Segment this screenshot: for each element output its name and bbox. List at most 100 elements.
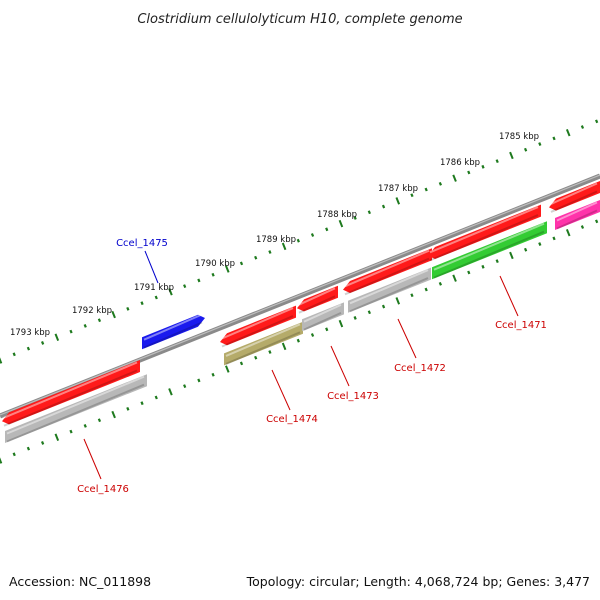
inner-tick — [410, 293, 414, 298]
inner-tick — [552, 236, 556, 241]
inner-tick — [381, 304, 386, 309]
inner-tick-track — [0, 219, 599, 464]
tick-label-1792: 1792 kbp — [72, 306, 112, 316]
inner-tick — [126, 406, 130, 411]
outer-tick — [239, 261, 244, 266]
inner-tick — [41, 441, 45, 445]
inner-tick — [239, 361, 244, 366]
outer-tick — [595, 119, 599, 124]
outer-tick — [523, 147, 528, 152]
gene-ccel-1476-grey[interactable] — [5, 374, 147, 443]
outer-tick — [509, 151, 514, 160]
outer-tick — [268, 250, 272, 254]
outer-tick — [168, 288, 173, 296]
genome-backbone — [0, 173, 600, 419]
tick-labels: 1785 kbp 1786 kbp 1787 kbp 1788 kbp 1789… — [10, 132, 539, 338]
tick-label-1788: 1788 kbp — [317, 210, 357, 220]
tick-label-1789: 1789 kbp — [256, 235, 296, 245]
outer-tick — [140, 301, 144, 306]
gene-label-ccel-1474[interactable]: Ccel_1474 — [266, 414, 318, 425]
tick-label-1786: 1786 kbp — [440, 158, 480, 168]
inner-tick — [168, 388, 173, 396]
outer-tick — [54, 333, 60, 341]
outer-tick — [580, 125, 585, 129]
gene-ccel-1475-blue[interactable] — [142, 313, 205, 350]
accession-text: Accession: NC_011898 — [9, 574, 151, 589]
inner-tick — [154, 395, 158, 400]
inner-tick — [395, 297, 401, 305]
outer-tick — [183, 284, 187, 289]
outer-tick — [467, 170, 471, 175]
inner-tick — [424, 287, 428, 292]
outer-tick — [495, 159, 499, 164]
inner-tick — [225, 365, 230, 373]
topology-text: Topology: circular; Length: 4,068,724 bp… — [246, 574, 590, 589]
gene-label-ccel-1472[interactable]: Ccel_1472 — [394, 363, 446, 374]
inner-tick — [467, 270, 471, 275]
gene-ccel-1474-olive[interactable] — [224, 321, 303, 366]
map-title: Clostridium cellulolyticum H10, complete… — [137, 12, 462, 27]
inner-tick — [268, 350, 272, 354]
inner-tick — [111, 410, 116, 419]
label-leaders — [83, 250, 519, 480]
inner-tick — [438, 281, 442, 286]
gene-label-ccel-1473[interactable]: Ccel_1473 — [327, 391, 379, 402]
inner-tick — [54, 433, 60, 441]
inner-tick — [26, 446, 31, 451]
outer-tick — [211, 272, 215, 277]
outer-tick — [565, 128, 571, 137]
tick-label-1791: 1791 kbp — [134, 283, 174, 293]
outer-tick — [338, 219, 344, 228]
gene-label-ccel-1475[interactable]: Ccel_1475 — [116, 238, 168, 249]
outer-tick — [111, 310, 116, 319]
outer-tick — [452, 174, 457, 182]
gene-ccel-1473-red[interactable] — [297, 285, 338, 314]
gene-label-ccel-1476[interactable]: Ccel_1476 — [77, 484, 129, 495]
inner-tick — [509, 251, 514, 260]
inner-tick — [12, 452, 16, 457]
outer-tick — [296, 238, 300, 243]
outer-tick — [481, 164, 485, 169]
gene-ccel-1474-red[interactable] — [220, 305, 296, 348]
outer-tick — [197, 278, 201, 283]
tick-label-1785: 1785 kbp — [499, 132, 539, 142]
inner-tick — [83, 424, 87, 428]
inner-tick — [523, 247, 528, 252]
outer-tick-track — [0, 119, 599, 364]
outer-tick — [12, 352, 16, 357]
outer-tick — [438, 181, 442, 186]
gene-ccel-1471-green[interactable] — [432, 221, 547, 280]
inner-tick — [310, 333, 315, 337]
outer-tick — [126, 306, 130, 311]
outer-tick — [395, 197, 401, 205]
gene-ccel-1472-grey[interactable] — [348, 267, 431, 313]
outer-tick — [0, 357, 3, 364]
outer-tick — [254, 255, 258, 260]
inner-tick — [565, 228, 571, 237]
gene-ccel-1473-grey[interactable] — [302, 302, 344, 332]
inner-tick — [211, 372, 215, 377]
gene-label-ccel-1471[interactable]: Ccel_1471 — [495, 320, 547, 331]
inner-tick — [495, 259, 499, 264]
gene-ccel-1471-red[interactable] — [428, 204, 541, 262]
outer-tick — [69, 329, 73, 334]
inner-tick — [281, 342, 287, 351]
tick-label-1787: 1787 kbp — [378, 184, 418, 194]
tick-label-1790: 1790 kbp — [195, 259, 235, 269]
inner-tick — [183, 384, 187, 389]
gene-ccel-1472-red[interactable] — [343, 248, 432, 296]
inner-tick — [296, 338, 300, 343]
outer-tick — [552, 136, 556, 141]
inner-tick — [338, 319, 344, 328]
outer-tick — [538, 142, 542, 146]
outer-tick — [41, 341, 45, 345]
outer-tick — [281, 242, 287, 251]
inner-tick — [0, 457, 3, 464]
inner-tick — [595, 219, 599, 224]
outer-tick — [367, 210, 371, 215]
inner-tick — [353, 316, 357, 320]
gene-ccel-1470-red[interactable] — [549, 181, 600, 213]
gene-ccel-1470-magenta[interactable] — [555, 200, 600, 230]
gene-ccel-1476-red[interactable] — [2, 360, 140, 427]
